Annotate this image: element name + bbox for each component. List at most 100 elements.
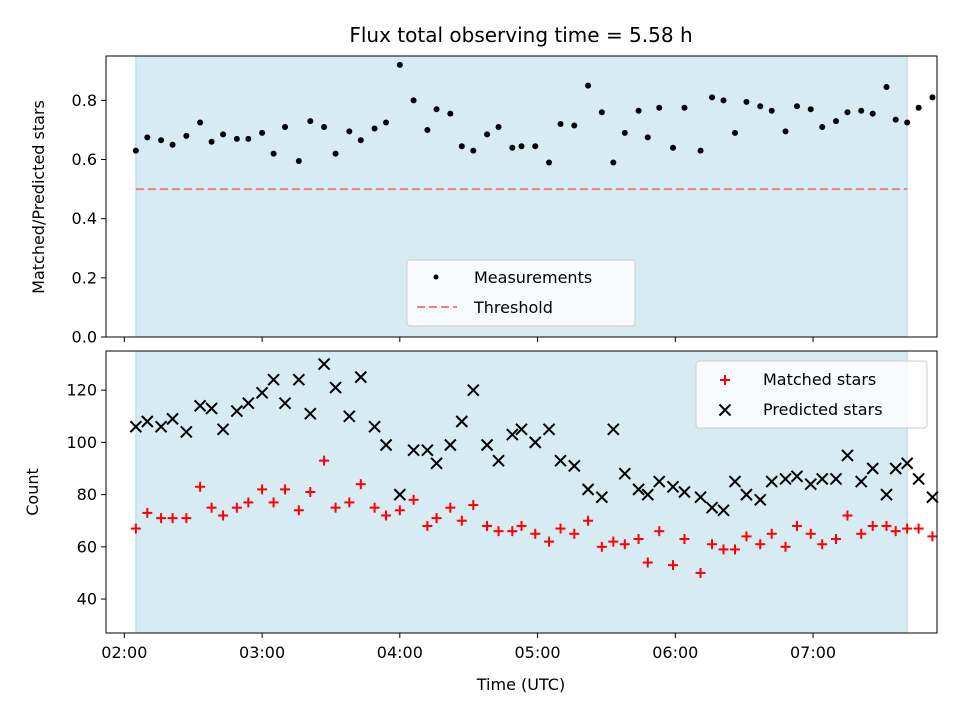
measurement-point: [915, 104, 922, 111]
matched-star-point: [583, 515, 594, 526]
measurement-point: [484, 131, 491, 138]
matched-star-point: [268, 497, 279, 508]
measurement-point: [332, 150, 339, 157]
y-tick-label: 0.4: [72, 209, 97, 228]
matched-star-point: [218, 510, 229, 521]
measurement-point: [183, 132, 190, 139]
measurement-point: [295, 158, 302, 165]
predicted-star-point: [542, 423, 556, 436]
matched-star-point: [856, 528, 867, 539]
predicted-star-point: [444, 438, 457, 452]
predicted-star-point: [407, 444, 420, 457]
matched-star-point: [408, 494, 419, 505]
matched-star-point: [707, 539, 718, 550]
predicted-star-point: [607, 423, 620, 436]
measurement-point: [383, 119, 390, 126]
matched-star-point: [927, 531, 938, 542]
matched-star-point: [468, 500, 479, 511]
matched-star-point: [257, 484, 268, 495]
predicted-star-point: [804, 477, 817, 491]
measurement-point: [410, 97, 417, 104]
y-tick-label: 60: [77, 537, 97, 556]
legend-matched-label: Matched stars: [763, 370, 876, 389]
predicted-star-point: [230, 404, 244, 418]
matched-star-point: [156, 513, 167, 524]
measurement-point: [869, 110, 876, 117]
legend-measurements-label: Measurements: [474, 268, 592, 287]
matched-star-point: [431, 513, 442, 524]
matched-star-point: [305, 487, 316, 497]
predicted-star-point: [653, 475, 666, 488]
predicted-star-point: [292, 373, 306, 386]
predicted-star-point: [581, 483, 595, 496]
matched-star-point: [780, 541, 791, 552]
y-tick-label: 0.0: [72, 328, 97, 347]
measurement-point: [424, 126, 431, 133]
measurement-point: [270, 150, 277, 157]
bottom-legend: Matched stars Predicted stars: [695, 360, 928, 429]
measurement-point: [509, 144, 516, 151]
measurement-point: [883, 84, 890, 91]
measurement-point: [610, 159, 617, 166]
predicted-star-point: [855, 475, 868, 488]
bottom-legend-box: [695, 360, 928, 429]
predicted-star-point: [515, 423, 528, 436]
bottom-x-ticks: 02:00 03:00 04:00 05:00 06:00 07:00: [101, 633, 836, 662]
predicted-star-point: [193, 399, 207, 413]
measurement-point: [371, 125, 378, 132]
x-tick-label: 04:00: [377, 643, 423, 662]
bottom-y-ticks: 40 60 80 100 120: [66, 381, 106, 609]
measurement-point: [396, 61, 403, 68]
matched-star-point: [842, 510, 853, 521]
predicted-star-point: [267, 373, 280, 386]
matched-star-point: [902, 523, 913, 534]
matched-star-point: [507, 526, 518, 537]
matched-star-point: [243, 497, 254, 508]
y-tick-label: 80: [77, 485, 97, 504]
matched-star-point: [493, 526, 504, 537]
matched-star-point: [355, 479, 366, 490]
top-y-axis-label: Matched/Predicted stars: [29, 100, 48, 294]
predicted-star-point: [467, 383, 480, 397]
measurement-point: [571, 122, 578, 129]
matched-star-point: [881, 520, 892, 531]
matched-star-point: [142, 507, 153, 518]
matched-star-point: [608, 536, 619, 547]
legend-predicted-marker: [718, 403, 732, 417]
measurement-point: [844, 109, 851, 116]
legend-threshold-label: Threshold: [473, 298, 553, 317]
top-axes-frame: [105, 55, 938, 338]
predicted-star-point: [255, 386, 269, 399]
measurement-point: [892, 116, 899, 123]
matched-star-point: [530, 528, 541, 539]
measurement-point: [731, 129, 738, 136]
top-legend-box: [406, 259, 636, 327]
predicted-star-point: [506, 428, 519, 441]
matched-star-point: [654, 526, 665, 537]
predicted-star-point: [568, 459, 581, 473]
predicted-star-point: [216, 423, 230, 436]
matched-star-point: [729, 544, 740, 555]
matched-star-point: [569, 528, 580, 539]
measurement-point: [144, 134, 151, 141]
x-tick-label: 02:00: [101, 643, 147, 662]
measurement-point: [470, 147, 477, 154]
measurement-point: [757, 103, 764, 110]
matched-star-point: [231, 502, 242, 513]
measurement-point: [656, 104, 663, 111]
matched-star-point: [596, 541, 607, 552]
predicted-star-point: [354, 370, 368, 384]
matched-star-point: [668, 560, 679, 571]
matched-star-point: [206, 502, 217, 513]
predicted-star-point: [242, 397, 255, 410]
measurement-point: [433, 106, 440, 113]
predicted-star-point: [430, 457, 443, 470]
chart-title: Flux total observing time = 5.58 h: [349, 23, 692, 47]
matched-star-point: [369, 502, 380, 513]
measurement-point: [793, 103, 800, 110]
measurement-point: [233, 135, 240, 142]
measurement-point: [832, 118, 839, 125]
predicted-star-point: [728, 475, 742, 488]
matched-star-point: [482, 520, 493, 531]
top-x-ticks: [123, 337, 814, 342]
